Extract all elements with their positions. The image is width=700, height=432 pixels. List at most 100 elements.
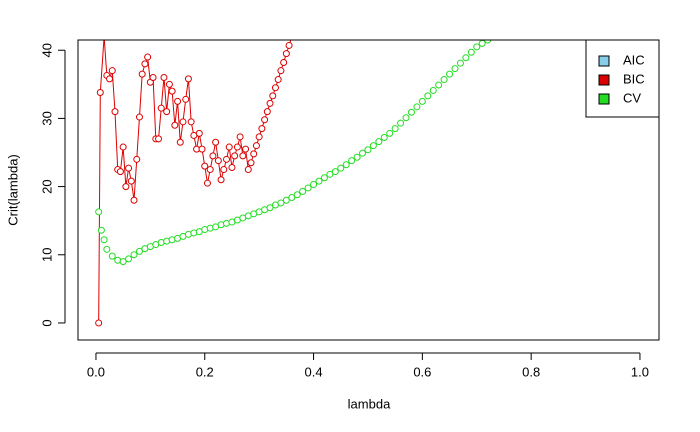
data-point	[228, 164, 236, 171]
data-point	[462, 54, 470, 62]
legend-label: BIC	[623, 71, 645, 86]
x-tick-label: 0.8	[522, 364, 540, 379]
data-point	[179, 118, 187, 126]
data-point	[160, 74, 168, 81]
data-point	[168, 87, 176, 95]
data-point	[413, 103, 421, 111]
x-tick-label: 0.2	[196, 364, 214, 379]
data-point	[119, 143, 127, 151]
data-point	[239, 152, 247, 160]
data-point	[282, 196, 290, 204]
data-point	[435, 81, 443, 89]
data-point	[456, 59, 464, 67]
data-point	[220, 166, 228, 174]
data-point	[231, 152, 239, 160]
data-point	[375, 138, 383, 146]
data-point	[155, 135, 163, 143]
data-point	[320, 174, 328, 182]
data-point	[130, 251, 138, 259]
data-point	[103, 245, 111, 253]
data-point	[288, 194, 296, 201]
data-point	[184, 75, 192, 83]
data-point	[95, 319, 103, 327]
legend-swatch	[598, 55, 610, 67]
data-point	[217, 176, 225, 184]
plot-frame	[77, 39, 660, 341]
data-point	[274, 76, 282, 84]
data-point	[97, 226, 105, 234]
data-point	[473, 43, 481, 51]
data-point	[195, 129, 203, 137]
data-point	[116, 168, 124, 176]
data-point	[280, 59, 288, 66]
x-axis-label: lambda	[348, 396, 391, 411]
data-point	[149, 74, 157, 81]
y-tick-label: 30	[39, 111, 54, 125]
data-point	[165, 80, 173, 88]
x-tick-label: 0.6	[413, 364, 431, 379]
data-point	[122, 183, 130, 191]
data-point	[133, 155, 141, 163]
data-point	[277, 67, 285, 75]
data-point	[342, 161, 350, 169]
data-point	[397, 119, 405, 127]
data-point	[478, 40, 486, 47]
data-point	[348, 157, 356, 165]
data-point	[310, 181, 318, 189]
legend-label: CV	[623, 90, 641, 105]
data-point	[214, 157, 222, 165]
data-point	[130, 196, 138, 204]
data-point	[282, 50, 290, 58]
data-point	[198, 145, 206, 153]
y-tick-label: 40	[39, 43, 54, 57]
legend-swatch	[598, 74, 610, 86]
data-point	[269, 92, 277, 100]
data-point	[141, 60, 149, 68]
data-point	[206, 166, 214, 174]
legend-box	[585, 39, 660, 118]
data-point	[277, 199, 285, 207]
data-point	[359, 149, 367, 157]
x-tick-label: 1.0	[631, 364, 649, 379]
data-point	[326, 170, 334, 178]
data-point	[225, 143, 233, 151]
x-tick-label: 0.0	[87, 364, 105, 379]
data-point	[119, 258, 127, 266]
data-point	[187, 118, 195, 126]
data-point	[223, 155, 231, 163]
y-tick-label: 10	[39, 248, 54, 262]
data-point	[446, 70, 454, 78]
data-point	[369, 142, 377, 150]
data-point	[236, 133, 244, 141]
data-point	[244, 166, 252, 174]
data-point	[467, 48, 475, 56]
data-point	[96, 89, 104, 96]
data-point	[135, 247, 143, 255]
data-point	[106, 75, 114, 83]
data-point	[285, 41, 293, 49]
data-point	[271, 84, 279, 92]
data-point	[293, 191, 301, 199]
data-point	[209, 152, 217, 160]
data-point	[201, 162, 209, 170]
plot-area	[95, 40, 492, 327]
data-point	[304, 184, 312, 192]
data-point	[242, 145, 250, 153]
data-point	[266, 204, 274, 212]
legend-label: AIC	[623, 52, 645, 67]
data-point	[380, 134, 388, 141]
y-tick-label: 20	[39, 179, 54, 193]
data-point	[182, 95, 190, 103]
data-point	[263, 108, 271, 116]
data-point	[315, 177, 323, 185]
y-axis-label: Crit(lambda)	[5, 154, 20, 226]
data-point	[171, 121, 179, 129]
data-point	[138, 70, 146, 78]
data-point	[429, 86, 437, 94]
data-point	[299, 187, 307, 195]
data-point	[407, 108, 415, 116]
data-point	[163, 108, 171, 116]
data-point	[386, 129, 394, 137]
